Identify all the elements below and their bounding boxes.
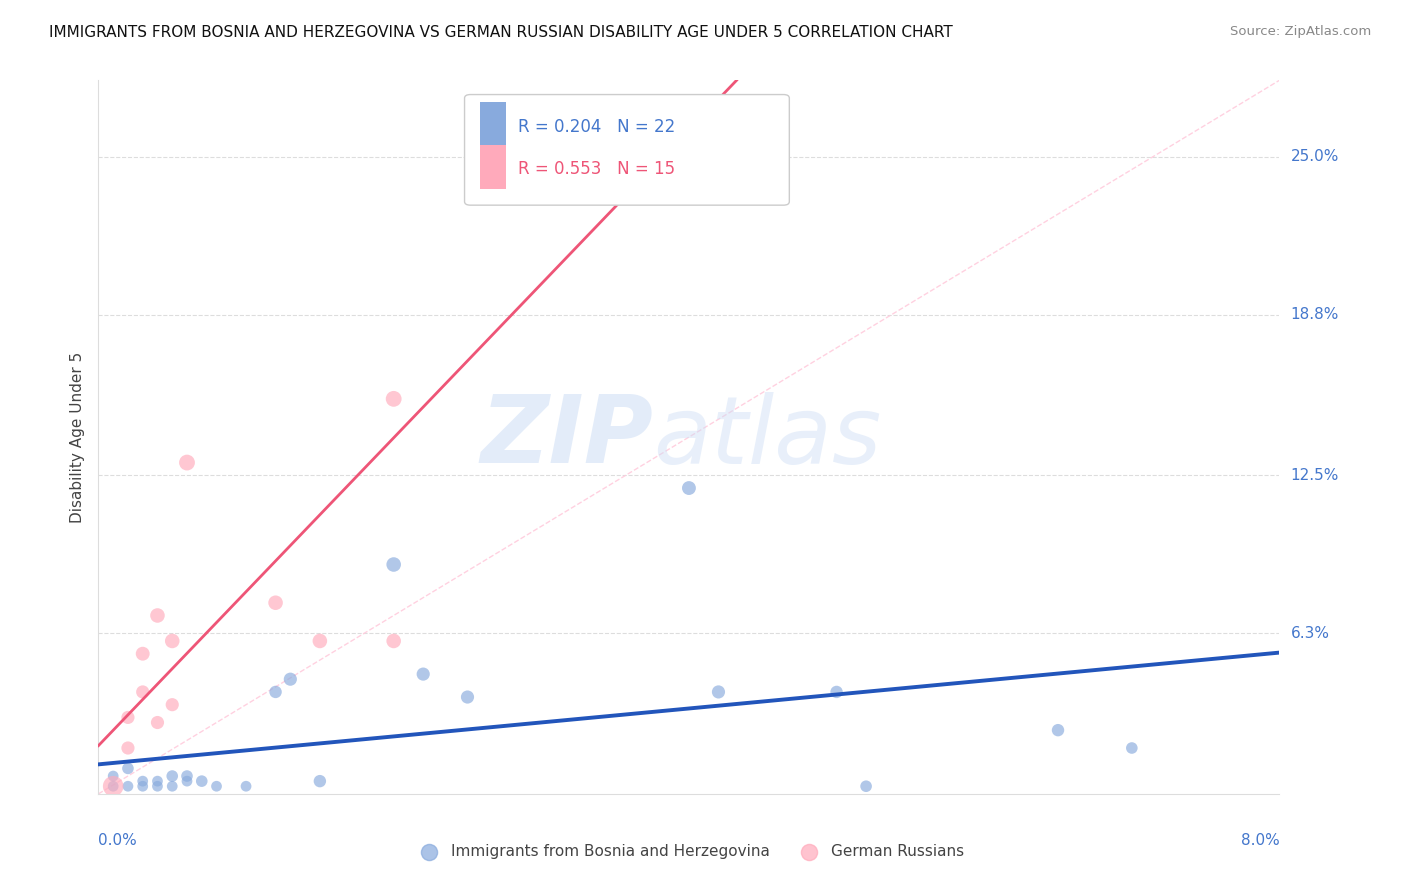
- Text: 18.8%: 18.8%: [1291, 307, 1339, 322]
- Point: [103, 779, 125, 793]
- Point: [280, 672, 302, 686]
- Text: R = 0.553   N = 15: R = 0.553 N = 15: [517, 161, 675, 178]
- FancyBboxPatch shape: [479, 145, 506, 189]
- Point: [382, 392, 405, 406]
- Point: [382, 558, 405, 572]
- Text: 25.0%: 25.0%: [1291, 149, 1339, 164]
- Point: [235, 779, 257, 793]
- Point: [132, 647, 155, 661]
- Point: [457, 690, 479, 704]
- Point: [855, 779, 877, 793]
- Point: [162, 634, 183, 648]
- Point: [117, 710, 139, 724]
- Text: 8.0%: 8.0%: [1240, 833, 1279, 848]
- Point: [176, 769, 198, 783]
- Point: [1121, 741, 1143, 756]
- Point: [412, 667, 434, 681]
- Text: R = 0.204   N = 22: R = 0.204 N = 22: [517, 118, 675, 136]
- Point: [501, 150, 523, 164]
- Point: [1046, 723, 1070, 738]
- Point: [707, 685, 730, 699]
- Text: 6.3%: 6.3%: [1291, 626, 1330, 640]
- Point: [132, 779, 155, 793]
- Point: [146, 779, 169, 793]
- Point: [162, 779, 183, 793]
- Point: [191, 774, 214, 789]
- Text: 12.5%: 12.5%: [1291, 467, 1339, 483]
- Point: [103, 779, 125, 793]
- Point: [132, 774, 155, 789]
- Legend: Immigrants from Bosnia and Herzegovina, German Russians: Immigrants from Bosnia and Herzegovina, …: [408, 838, 970, 864]
- Point: [146, 774, 169, 789]
- Point: [117, 761, 139, 775]
- Point: [309, 774, 332, 789]
- Point: [825, 685, 848, 699]
- Point: [264, 685, 287, 699]
- Point: [205, 779, 228, 793]
- Point: [678, 481, 700, 495]
- Point: [176, 456, 198, 470]
- Text: atlas: atlas: [654, 392, 882, 483]
- Point: [264, 596, 287, 610]
- Point: [117, 779, 139, 793]
- Point: [309, 634, 332, 648]
- Y-axis label: Disability Age Under 5: Disability Age Under 5: [69, 351, 84, 523]
- Point: [103, 769, 125, 783]
- Text: Source: ZipAtlas.com: Source: ZipAtlas.com: [1230, 25, 1371, 38]
- Text: IMMIGRANTS FROM BOSNIA AND HERZEGOVINA VS GERMAN RUSSIAN DISABILITY AGE UNDER 5 : IMMIGRANTS FROM BOSNIA AND HERZEGOVINA V…: [49, 25, 953, 40]
- Text: ZIP: ZIP: [481, 391, 654, 483]
- Point: [146, 608, 169, 623]
- Point: [146, 715, 169, 730]
- Point: [117, 741, 139, 756]
- Point: [132, 685, 155, 699]
- Point: [162, 769, 183, 783]
- Point: [176, 774, 198, 789]
- Text: 0.0%: 0.0%: [98, 833, 138, 848]
- Point: [162, 698, 183, 712]
- Point: [382, 634, 405, 648]
- FancyBboxPatch shape: [464, 95, 789, 205]
- FancyBboxPatch shape: [479, 103, 506, 146]
